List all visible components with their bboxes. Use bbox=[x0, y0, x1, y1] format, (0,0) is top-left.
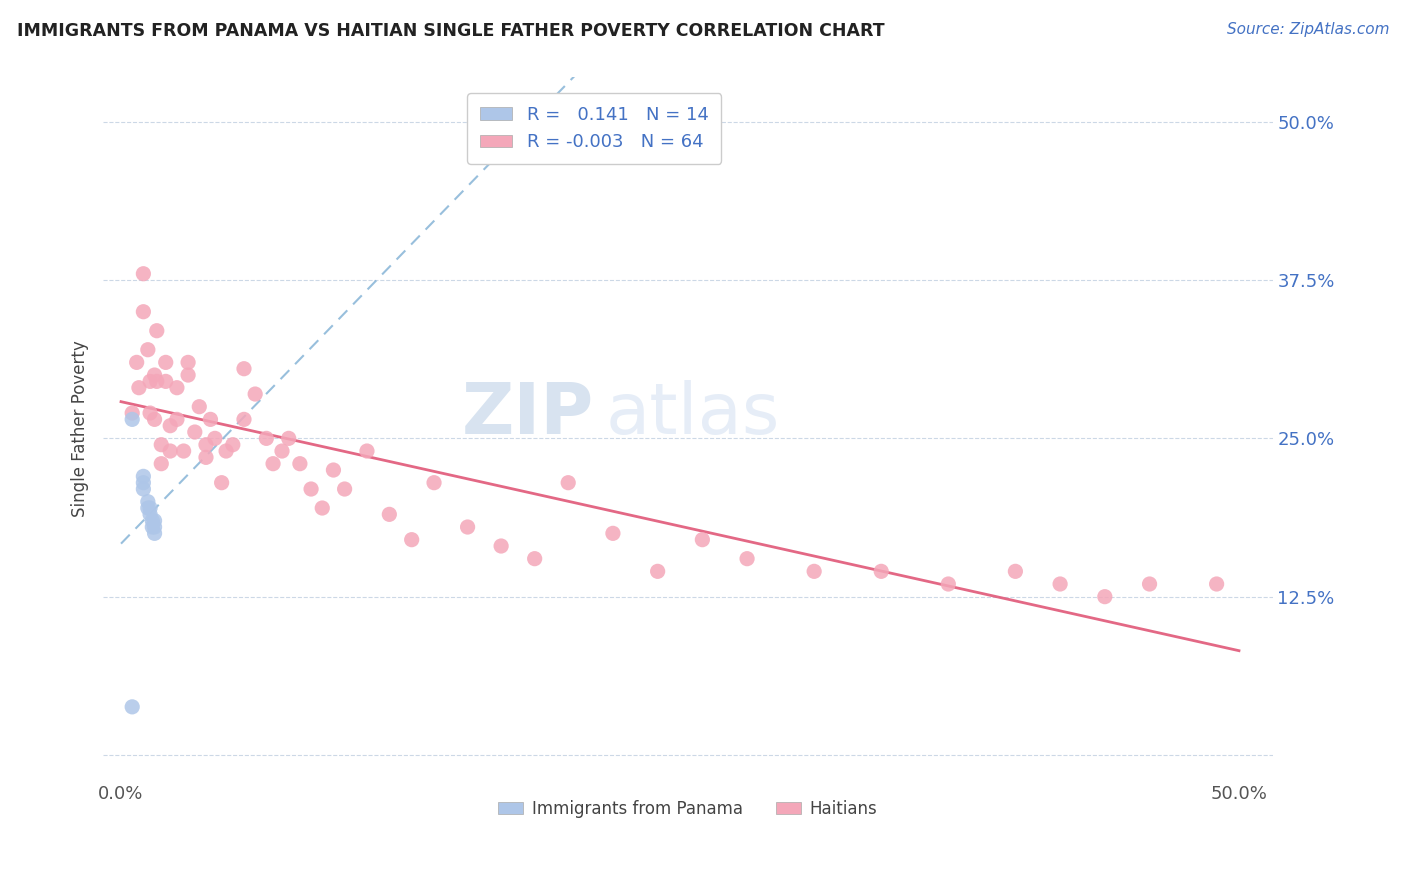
Point bbox=[132, 482, 155, 496]
Point bbox=[173, 444, 195, 458]
Point bbox=[803, 565, 825, 579]
Point bbox=[143, 526, 166, 541]
Point bbox=[132, 304, 155, 318]
Point bbox=[299, 482, 322, 496]
Text: Source: ZipAtlas.com: Source: ZipAtlas.com bbox=[1226, 22, 1389, 37]
Point bbox=[378, 508, 401, 522]
Y-axis label: Single Father Poverty: Single Father Poverty bbox=[72, 341, 89, 517]
Point bbox=[195, 438, 218, 452]
Point bbox=[143, 368, 166, 382]
Text: IMMIGRANTS FROM PANAMA VS HAITIAN SINGLE FATHER POVERTY CORRELATION CHART: IMMIGRANTS FROM PANAMA VS HAITIAN SINGLE… bbox=[17, 22, 884, 40]
Point bbox=[159, 444, 181, 458]
Point bbox=[146, 324, 169, 338]
Point bbox=[184, 425, 207, 439]
Point bbox=[121, 406, 143, 420]
Point bbox=[128, 381, 150, 395]
Legend: Immigrants from Panama, Haitians: Immigrants from Panama, Haitians bbox=[492, 793, 884, 825]
Point bbox=[489, 539, 512, 553]
Point bbox=[271, 444, 294, 458]
Point bbox=[401, 533, 423, 547]
Point bbox=[121, 412, 143, 426]
Point bbox=[243, 387, 266, 401]
Point bbox=[262, 457, 284, 471]
Point bbox=[146, 375, 169, 389]
Point bbox=[204, 431, 226, 445]
Point bbox=[166, 412, 188, 426]
Point bbox=[457, 520, 479, 534]
Point bbox=[523, 551, 546, 566]
Point bbox=[1094, 590, 1116, 604]
Point bbox=[288, 457, 311, 471]
Text: atlas: atlas bbox=[606, 380, 780, 450]
Point bbox=[159, 418, 181, 433]
Point bbox=[139, 406, 162, 420]
Point bbox=[423, 475, 446, 490]
Point bbox=[166, 381, 188, 395]
Point bbox=[222, 438, 245, 452]
Point bbox=[132, 267, 155, 281]
Point bbox=[870, 565, 893, 579]
Point bbox=[188, 400, 211, 414]
Point bbox=[155, 375, 177, 389]
Point bbox=[333, 482, 356, 496]
Point bbox=[322, 463, 344, 477]
Point bbox=[125, 355, 148, 369]
Point bbox=[136, 501, 159, 516]
Point bbox=[136, 343, 159, 357]
Point bbox=[254, 431, 277, 445]
Point bbox=[215, 444, 238, 458]
Point bbox=[602, 526, 624, 541]
Point bbox=[936, 577, 959, 591]
Point bbox=[195, 450, 218, 465]
Point bbox=[141, 514, 163, 528]
Point bbox=[1139, 577, 1161, 591]
Point bbox=[141, 520, 163, 534]
Point bbox=[1205, 577, 1227, 591]
Point bbox=[1049, 577, 1071, 591]
Point bbox=[143, 412, 166, 426]
Point bbox=[132, 475, 155, 490]
Point bbox=[200, 412, 222, 426]
Point bbox=[177, 368, 200, 382]
Point bbox=[132, 469, 155, 483]
Point bbox=[692, 533, 714, 547]
Point bbox=[211, 475, 233, 490]
Point bbox=[647, 565, 669, 579]
Point bbox=[155, 355, 177, 369]
Point bbox=[233, 412, 256, 426]
Text: ZIP: ZIP bbox=[463, 380, 595, 450]
Point bbox=[233, 361, 256, 376]
Point bbox=[139, 508, 162, 522]
Point bbox=[139, 375, 162, 389]
Point bbox=[735, 551, 758, 566]
Point bbox=[150, 457, 173, 471]
Point bbox=[1004, 565, 1026, 579]
Point bbox=[557, 475, 579, 490]
Point bbox=[277, 431, 299, 445]
Point bbox=[143, 514, 166, 528]
Point bbox=[311, 501, 333, 516]
Point bbox=[356, 444, 378, 458]
Point bbox=[150, 438, 173, 452]
Point bbox=[143, 520, 166, 534]
Point bbox=[136, 494, 159, 508]
Point bbox=[177, 355, 200, 369]
Point bbox=[139, 501, 162, 516]
Point bbox=[121, 699, 143, 714]
